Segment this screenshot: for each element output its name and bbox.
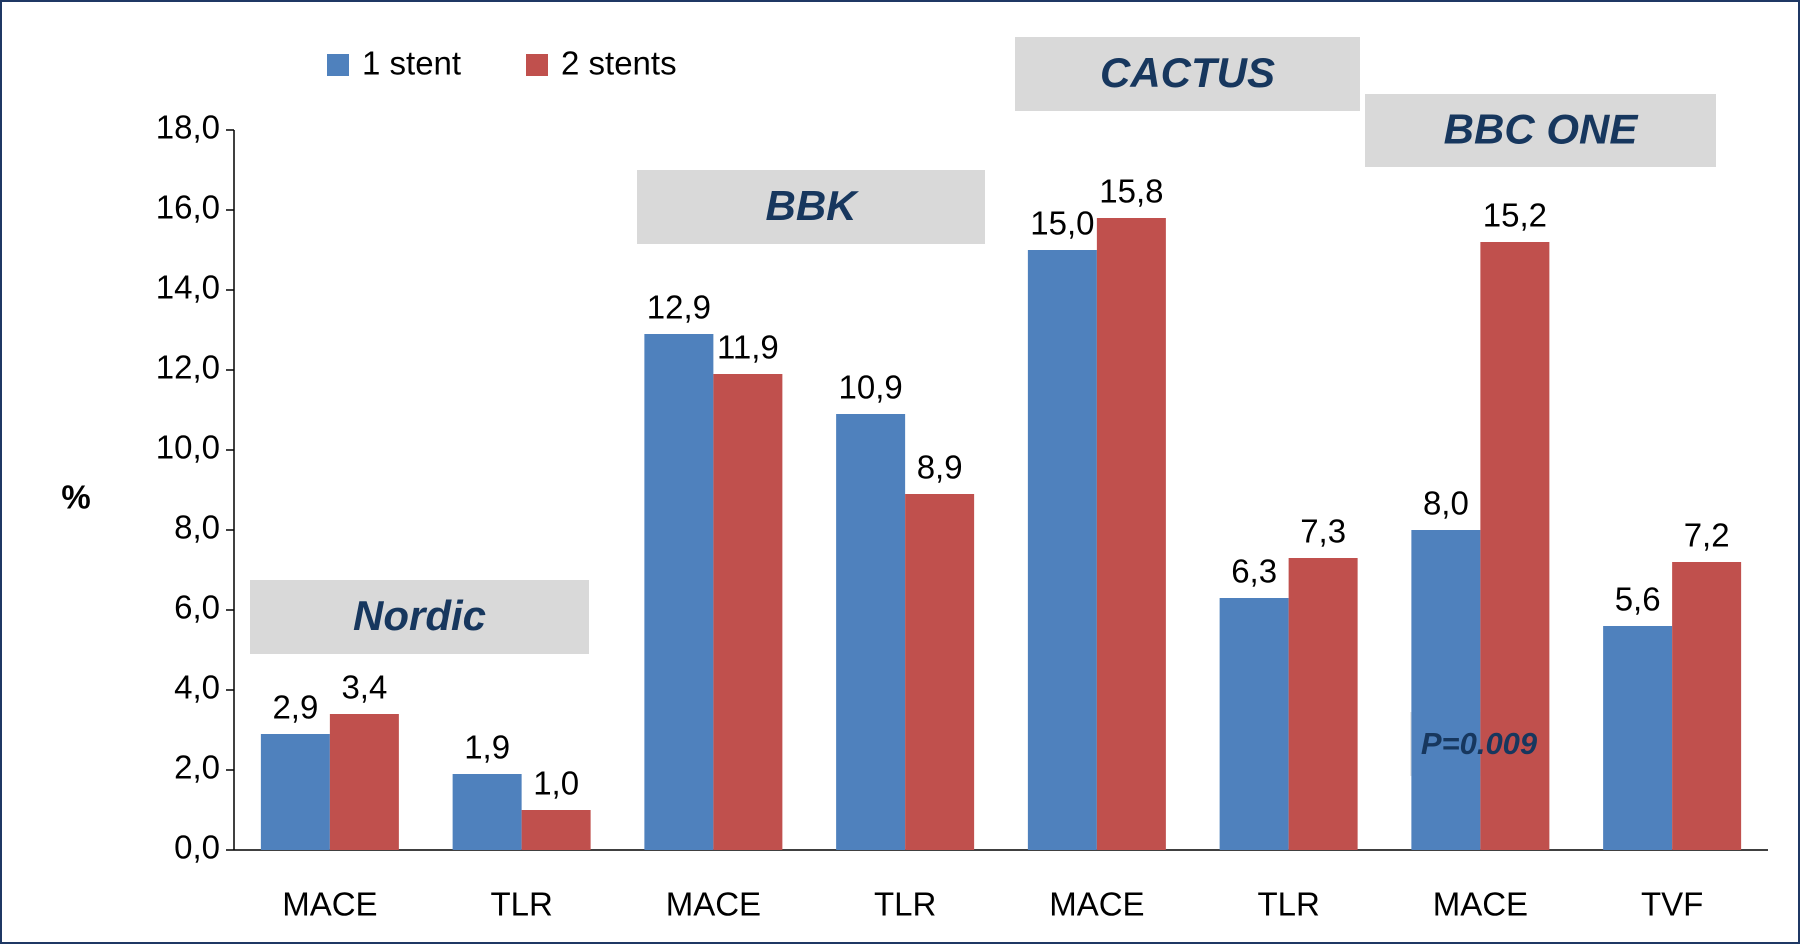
legend-swatch [327,54,349,76]
value-label: 12,9 [647,289,711,326]
bar [1096,218,1166,850]
y-tick-label: 0,0 [174,829,220,866]
legend-label: 1 stent [362,45,461,82]
value-label: 1,9 [464,729,510,766]
bar [521,810,591,850]
value-label: 8,9 [917,449,963,486]
value-label: 11,9 [717,329,779,366]
bar [1027,250,1097,850]
value-label: 7,3 [1300,513,1346,550]
value-label: 15,2 [1483,197,1547,234]
bar [644,334,714,850]
bar [260,734,330,850]
y-tick-label: 18,0 [156,109,220,146]
value-label: 1,0 [533,765,579,802]
bar [836,414,906,850]
bar [1411,530,1481,850]
bar [905,494,975,850]
value-label: 8,0 [1423,485,1469,522]
legend-swatch [526,54,548,76]
x-tick-label: MACE [1049,886,1144,923]
annotation-box [1015,37,1360,111]
value-label: 5,6 [1615,581,1661,618]
y-tick-label: 16,0 [156,189,220,226]
x-tick-label: MACE [282,886,377,923]
value-label: 6,3 [1231,553,1277,590]
annotation-box [637,170,985,244]
y-tick-label: 8,0 [174,509,220,546]
y-tick-label: 10,0 [156,429,220,466]
y-tick-label: 12,0 [156,349,220,386]
x-tick-label: TVF [1641,886,1703,923]
annotation-box [1365,94,1716,167]
y-tick-label: 6,0 [174,589,220,626]
legend-label: 2 stents [561,45,677,82]
y-tick-label: 2,0 [174,749,220,786]
bar [329,714,399,850]
bar [1603,626,1673,850]
bar [1480,242,1550,850]
bar [1288,558,1358,850]
x-tick-label: TLR [1257,886,1319,923]
value-label: 15,8 [1099,173,1163,210]
bar [1672,562,1742,850]
annotation: BBK [766,182,860,229]
y-tick-label: 14,0 [156,269,220,306]
annotation: P=0.009 [1421,726,1538,761]
annotation: CACTUS [1100,49,1275,96]
x-tick-label: TLR [490,886,552,923]
annotation: BBC ONE [1444,106,1640,153]
value-label: 7,2 [1684,517,1730,554]
value-label: 2,9 [272,689,318,726]
y-axis-label: % [61,479,90,516]
annotation: Nordic [353,592,486,639]
bar [452,774,522,850]
value-label: 3,4 [341,669,387,706]
bar [713,374,783,850]
x-tick-label: TLR [874,886,936,923]
value-label: 15,0 [1030,205,1094,242]
bar [1219,598,1289,850]
x-tick-label: MACE [1433,886,1528,923]
value-label: 10,9 [839,369,903,406]
x-tick-label: MACE [666,886,761,923]
annotation-box [250,580,589,654]
y-tick-label: 4,0 [174,669,220,706]
